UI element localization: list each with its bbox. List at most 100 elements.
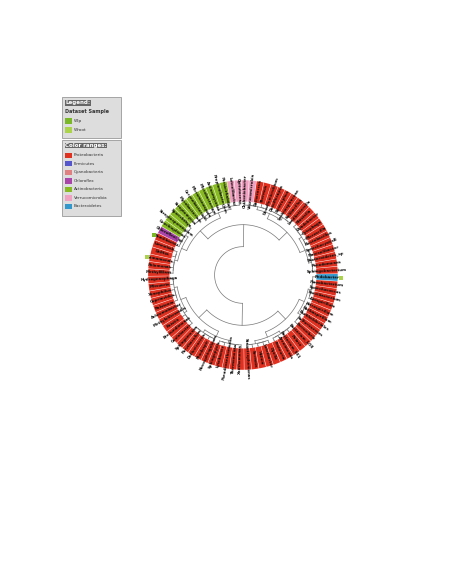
Wedge shape [165,215,186,232]
Wedge shape [316,266,337,274]
Wedge shape [303,313,324,329]
Wedge shape [148,262,170,270]
Text: Streptomyces: Streptomyces [173,202,197,226]
Text: Novosphingobium: Novosphingobium [199,333,219,370]
Wedge shape [172,324,191,343]
Wedge shape [292,327,310,346]
Wedge shape [306,308,328,323]
Text: Sphingomonas: Sphingomonas [174,324,199,351]
Wedge shape [158,227,180,243]
Wedge shape [315,259,337,268]
Text: Pseudoxanthomonas: Pseudoxanthomonas [221,335,234,381]
Wedge shape [177,328,196,348]
Text: Syntrophus: Syntrophus [275,189,291,213]
Text: Sporichthya: Sporichthya [169,208,191,229]
Text: Couchioplanes: Couchioplanes [158,219,187,240]
Text: Sulfuricurvum: Sulfuricurvum [296,315,323,337]
Text: Ferrovibrio: Ferrovibrio [295,321,316,341]
Wedge shape [305,224,327,241]
Wedge shape [312,245,335,257]
Text: Flavobacterium: Flavobacterium [310,280,344,287]
Text: Xenophilus: Xenophilus [148,288,173,297]
Text: Kaistia: Kaistia [166,317,181,328]
Bar [65,127,72,133]
Bar [65,170,72,175]
Text: Chloroflexi_sp: Chloroflexi_sp [155,225,183,244]
Wedge shape [213,183,225,206]
Text: Chloroflex: Chloroflex [73,179,94,183]
Text: Proteobacteria: Proteobacteria [73,153,103,157]
Text: Microscilla: Microscilla [305,225,327,240]
Bar [65,118,72,124]
Text: Cupriavidus: Cupriavidus [149,293,175,304]
Text: Leadbetterella: Leadbetterella [287,199,311,226]
Wedge shape [149,254,171,264]
Wedge shape [148,269,170,276]
Wedge shape [294,207,314,227]
Text: Actinomycetes: Actinomycetes [205,181,220,212]
Text: Herbaspirillum: Herbaspirillum [301,306,332,325]
Wedge shape [298,212,319,231]
Wedge shape [199,188,214,210]
Wedge shape [290,202,309,222]
Text: Bacteroidetes: Bacteroidetes [73,204,102,208]
Wedge shape [222,346,232,369]
Wedge shape [220,182,230,204]
Text: Bacterium_LO8: Bacterium_LO8 [288,323,314,349]
Wedge shape [153,299,175,312]
Wedge shape [248,181,256,202]
Text: Frateuria: Frateuria [273,341,285,361]
Wedge shape [255,346,266,369]
Wedge shape [237,348,244,370]
Text: Chthoniobacter: Chthoniobacter [243,174,247,208]
Wedge shape [296,322,316,341]
Text: MethyloVersatilis: MethyloVersatilis [153,306,188,328]
Text: Sphingopyxis: Sphingopyxis [208,340,221,369]
Text: Actinobacteria: Actinobacteria [73,187,103,191]
Wedge shape [311,297,333,310]
Text: Bacterium_SE1: Bacterium_SE1 [280,329,301,359]
Text: Microbacterium: Microbacterium [198,183,216,215]
Text: Achromobacter: Achromobacter [151,302,183,320]
Wedge shape [182,332,201,352]
Text: Brevibacterium: Brevibacterium [307,290,341,303]
Wedge shape [195,338,210,360]
Wedge shape [242,180,249,202]
Wedge shape [206,185,219,207]
Text: Parvibaculum: Parvibaculum [181,329,202,355]
Text: Solibacillus: Solibacillus [285,197,303,219]
Wedge shape [254,181,264,203]
Wedge shape [250,348,259,369]
Wedge shape [148,282,171,291]
Bar [65,195,72,201]
Text: Wroot: Wroot [73,128,86,132]
Text: Corynebacterium: Corynebacterium [183,189,208,222]
Text: Nitrospirillum: Nitrospirillum [305,301,335,318]
Text: Pelomonas: Pelomonas [147,263,171,269]
Wedge shape [151,247,173,258]
Text: Propionibacterium: Propionibacterium [211,174,227,215]
Text: Mitsuaria: Mitsuaria [149,283,170,289]
Text: Desulfomicrobium: Desulfomicrobium [263,176,280,215]
Text: Cytophaga: Cytophaga [301,219,323,236]
Bar [65,204,72,209]
Bar [65,178,72,183]
Text: Lachnospiraceae: Lachnospiraceae [277,188,301,221]
Wedge shape [309,302,331,317]
Text: Synechococcus: Synechococcus [309,285,342,295]
Wedge shape [235,180,242,202]
Text: Ralstonia: Ralstonia [154,299,174,311]
Text: Thermomonas: Thermomonas [230,343,238,374]
Wedge shape [156,304,178,319]
Text: Lysobacter: Lysobacter [216,344,226,368]
Text: Opitutaceae: Opitutaceae [236,178,241,204]
Text: Luteolibacter: Luteolibacter [228,177,236,206]
Text: Xanthomonas: Xanthomonas [238,344,243,374]
Text: Luteibacter: Luteibacter [261,343,273,368]
Wedge shape [162,220,183,237]
Text: Wip: Wip [73,119,82,123]
Text: Micromonospora: Micromonospora [190,185,212,219]
Wedge shape [302,219,323,236]
Text: Flavisolibacter: Flavisolibacter [308,245,340,258]
Text: Persicirhabdus: Persicirhabdus [220,176,231,209]
